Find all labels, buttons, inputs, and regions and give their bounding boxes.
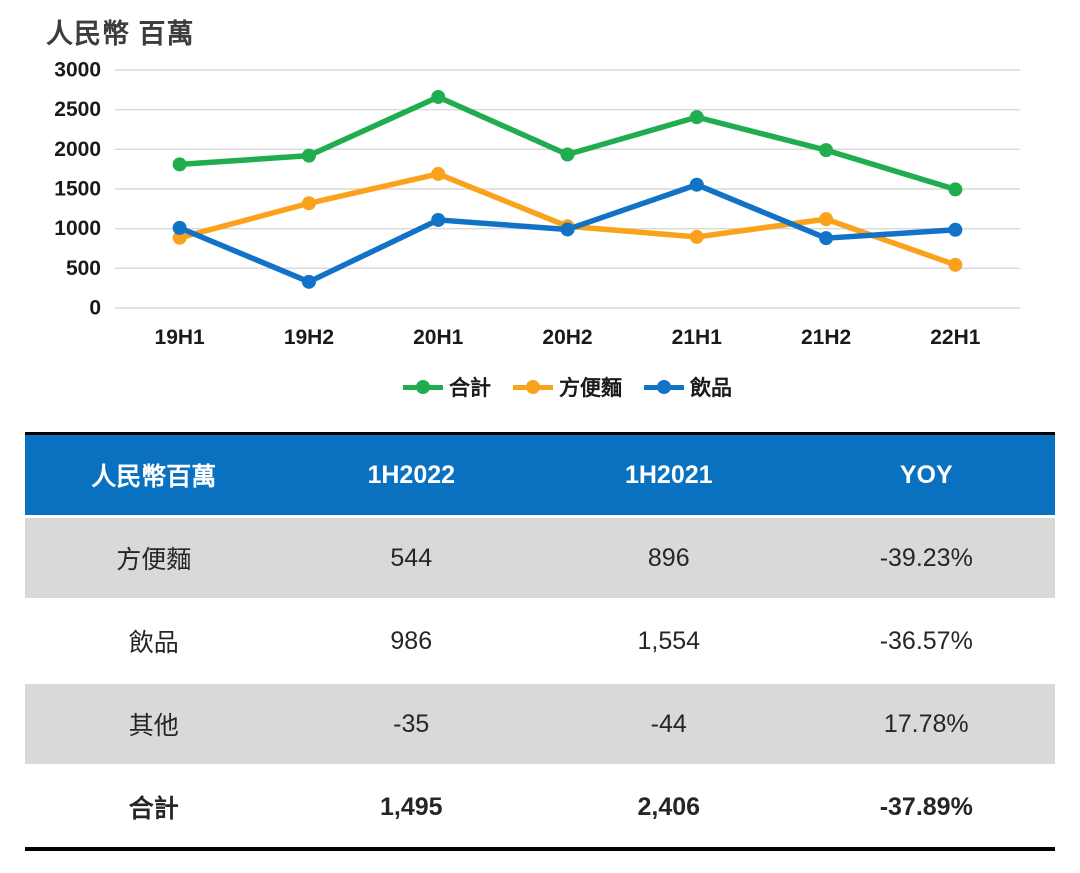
chart-legend: 合計 方便麵 飲品 [115,372,1020,402]
row-label: 合計 [128,795,179,823]
y-tick-label: 2500 [54,98,101,121]
row-label: 方便麵 [116,546,192,574]
cell-1h2022: 544 [390,543,433,572]
legend-label: 方便麵 [559,377,622,400]
legend-label: 飲品 [690,377,732,400]
legend-line-dot-icon [644,380,684,394]
data-point-marker [431,89,446,104]
data-point-marker [689,229,704,244]
y-tick-label: 500 [66,257,101,280]
cell-1h2022: -35 [393,709,430,738]
data-point-marker [819,212,834,227]
x-tick-label: 19H1 [155,326,206,349]
y-tick-label: 1000 [54,217,101,240]
x-tick-label: 19H2 [284,326,334,349]
y-tick-label: 3000 [54,59,101,82]
x-tick-label: 20H2 [542,326,592,349]
x-tick-labels: 19H1 19H2 20H1 20H2 21H1 21H2 22H1 [155,326,981,349]
y-tick-label: 2000 [54,138,101,161]
header-cell-yoy: YOY [899,460,953,489]
legend-dot-icon [526,380,540,394]
line-chart: 0 500 1000 1500 2000 2500 3000 19H1 19H2 20H1 20H2… [54,59,1020,349]
cell-1h2021: 1,554 [637,626,701,655]
data-point-marker [689,177,704,192]
row-label: 其他 [128,712,179,740]
summary-table-header: 人民幣百萬 1H2022 1H2021 YOY [25,433,1055,517]
legend-item-beverages: 飲品 [644,372,732,402]
legend-line-dot-icon [403,380,443,394]
chart-title: 人民幣 百萬 [46,19,195,49]
data-point-marker [172,220,187,235]
table-row-noodles: 方便麵 544 896 -39.23% [25,516,1055,600]
gridlines-and-yticks: 0 500 1000 1500 2000 2500 3000 [54,59,1020,320]
data-point-marker [301,196,316,211]
header-row: 人民幣百萬 1H2022 1H2021 YOY [25,433,1055,517]
cell-yoy: -37.89% [879,792,973,821]
legend-line-dot-icon [513,380,553,394]
legend-item-total: 合計 [403,372,491,402]
data-point-marker [431,212,446,227]
cell-1h2021: 2,406 [637,792,701,821]
cell-yoy: -39.23% [879,543,973,572]
data-point-marker [819,231,834,246]
data-point-marker [819,143,834,158]
header-cell-1h2022: 1H2022 [367,460,456,489]
series-合計 [172,89,963,197]
data-point-marker [301,148,316,163]
series-方便麵 [172,166,963,272]
summary-table: 人民幣百萬 1H2022 1H2021 YOY 方便麵 544 896 -39.… [25,432,1055,851]
x-tick-label: 21H1 [672,326,723,349]
data-point-marker [948,182,963,197]
header-cell-metric: 人民幣百萬 [91,463,217,491]
cell-1h2022: 1,495 [379,792,443,821]
x-tick-label: 20H1 [413,326,464,349]
cell-yoy: 17.78% [883,709,969,738]
x-tick-label: 21H2 [801,326,851,349]
series-line [176,94,959,193]
x-tick-label: 22H1 [930,326,981,349]
cell-1h2021: -44 [650,709,687,738]
row-label: 飲品 [128,629,179,657]
legend-dot-icon [657,380,671,394]
cell-1h2022: 986 [390,626,433,655]
table-row-total: 合計 1,495 2,406 -37.89% [25,765,1055,849]
data-point-marker [560,222,575,237]
data-point-marker [948,257,963,272]
data-point-marker [689,110,704,125]
table-row-beverages: 飲品 986 1,554 -36.57% [25,599,1055,683]
data-point-marker [560,147,575,162]
cell-1h2021: 896 [647,543,690,572]
cell-yoy: -36.57% [879,626,973,655]
legend-label: 合計 [449,377,491,400]
data-point-marker [172,230,187,245]
legend-item-noodles: 方便麵 [513,372,622,402]
series-飲品 [172,177,963,289]
legend-dot-icon [416,380,430,394]
data-point-marker [172,157,187,172]
header-cell-1h2021: 1H2021 [624,460,713,489]
y-tick-label: 0 [89,297,101,320]
data-point-marker [431,166,446,181]
data-point-marker [948,222,963,237]
data-point-marker [301,274,316,289]
table-row-others: 其他 -35 -44 17.78% [25,682,1055,766]
y-tick-label: 1500 [54,178,101,201]
